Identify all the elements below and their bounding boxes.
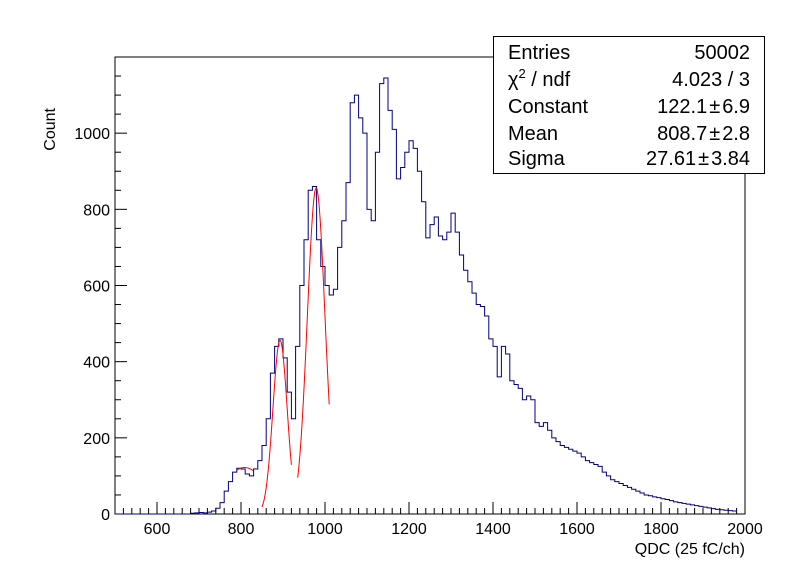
y-axis-label: Count — [42, 107, 59, 150]
constant-error: 6.9 — [722, 96, 750, 118]
x-tick-label: 1600 — [559, 521, 595, 538]
stat-row-mean: Mean 808.7 ±2.8 — [508, 120, 750, 148]
stat-row-sigma: Sigma 27.61 ±3.84 — [508, 145, 750, 173]
y-tick-label: 800 — [83, 202, 110, 219]
sigma-value: 27.61 — [646, 148, 697, 170]
x-axis-ticks: 600 800 1000 1200 1400 1600 1800 2000 — [114, 502, 763, 538]
fit-peak-3 — [297, 187, 330, 478]
plus-minus-symbol: ± — [709, 123, 721, 145]
chi-superscript: 2 — [518, 66, 526, 81]
stat-row-constant: Constant 122.1 ±6.9 — [508, 93, 750, 121]
stat-sigma-value: 27.61 ±3.84 — [646, 145, 750, 173]
stat-sigma-label: Sigma — [508, 148, 565, 170]
x-tick-label: 1800 — [643, 521, 679, 538]
stat-entries-label: Entries — [508, 42, 571, 64]
histogram-series — [115, 77, 737, 515]
y-tick-label: 1000 — [74, 126, 110, 143]
y-axis-ticks: 0 200 400 600 800 1000 — [74, 56, 127, 524]
sigma-error: 3.84 — [711, 148, 750, 170]
constant-value: 122.1 — [657, 96, 708, 118]
x-tick-label: 1400 — [475, 521, 511, 538]
x-axis-label: QDC (25 fC/ch) — [635, 541, 745, 558]
stat-chi2-value: 4.023 / 3 — [672, 69, 750, 91]
stat-row-chi2: χ2 / ndf 4.023 / 3 — [508, 66, 750, 94]
mean-error: 2.8 — [722, 123, 750, 145]
plus-minus-symbol: ± — [698, 148, 710, 170]
stat-mean-value: 808.7 ±2.8 — [657, 120, 750, 148]
stat-constant-label: Constant — [508, 96, 589, 118]
chi-symbol: χ — [508, 69, 519, 91]
x-tick-label: 1200 — [391, 521, 427, 538]
stat-constant-value: 122.1 ±6.9 — [657, 93, 750, 121]
y-tick-label: 600 — [83, 279, 110, 296]
x-tick-label: 1000 — [307, 521, 343, 538]
fit-peak-1 — [236, 467, 254, 472]
stat-entries-value: 50002 — [694, 42, 750, 64]
fit-statistics-box: Entries 50002 χ2 / ndf 4.023 / 3 Constan… — [493, 36, 765, 174]
stat-row-entries: Entries 50002 — [508, 39, 750, 67]
chi2-ndf-text: / ndf — [525, 69, 571, 91]
x-tick-label: 600 — [144, 521, 171, 538]
x-tick-label: 800 — [228, 521, 255, 538]
y-tick-label: 0 — [101, 507, 110, 524]
fit-curves — [236, 187, 330, 508]
y-tick-label: 200 — [83, 431, 110, 448]
plus-minus-symbol: ± — [709, 96, 721, 118]
y-tick-label: 400 — [83, 355, 110, 372]
stat-chi2-label: χ2 / ndf — [508, 66, 570, 94]
mean-value: 808.7 — [657, 123, 708, 145]
fit-peak-2 — [261, 339, 292, 508]
stat-mean-label: Mean — [508, 123, 559, 145]
x-tick-label: 2000 — [727, 521, 763, 538]
